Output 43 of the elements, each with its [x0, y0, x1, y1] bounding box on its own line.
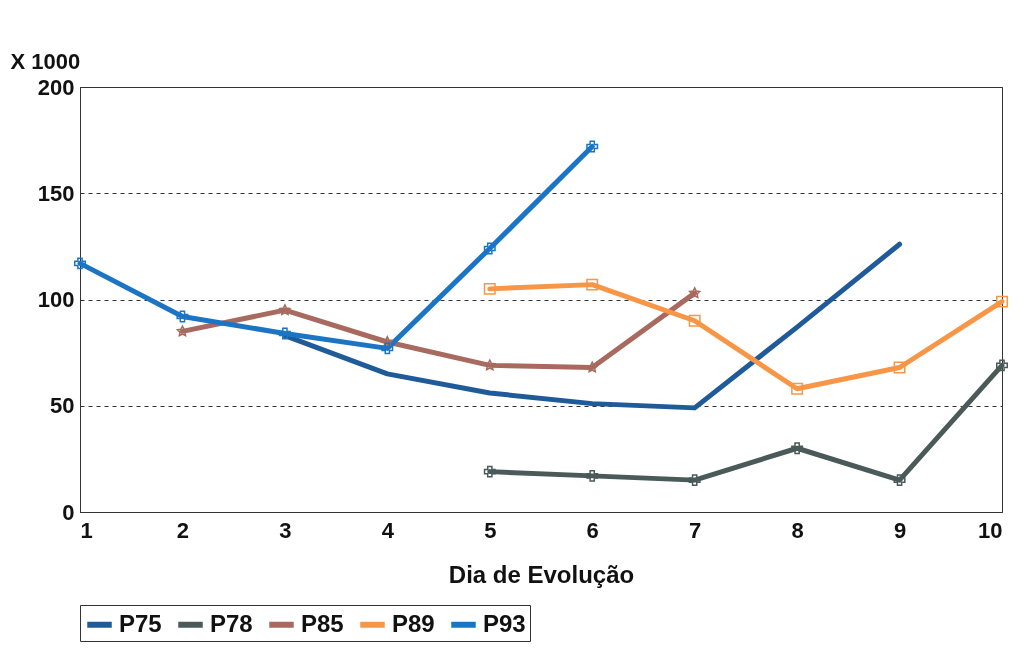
x-tick-label: 10	[978, 517, 1003, 543]
point	[893, 361, 906, 374]
x-tick-label: 8	[791, 517, 804, 543]
x-tick-label: 1	[80, 517, 93, 543]
point	[484, 359, 496, 371]
point	[176, 310, 189, 323]
y-tick-label: 150	[37, 180, 75, 206]
point	[279, 304, 291, 316]
point	[996, 359, 1008, 372]
point	[278, 327, 291, 340]
point	[688, 287, 701, 299]
y-tick-label: 0	[62, 499, 75, 525]
x-tick-label: 9	[893, 517, 907, 543]
point	[586, 278, 599, 291]
point	[893, 474, 906, 487]
x-tick-label: 2	[176, 517, 190, 543]
point	[74, 257, 86, 270]
legend-label: P93	[483, 609, 526, 637]
point	[688, 474, 701, 487]
y-axis-title: X 1000	[10, 48, 81, 74]
point	[586, 469, 599, 482]
point	[996, 295, 1008, 308]
y-tick-label: 200	[37, 74, 75, 100]
x-tick-label: 5	[484, 517, 497, 543]
x-axis-title: Dia de Evolução	[448, 560, 635, 588]
x-tick-label: 3	[279, 517, 292, 543]
point	[688, 314, 701, 327]
point	[483, 465, 496, 478]
point	[586, 140, 599, 153]
point	[381, 342, 394, 355]
x-tick-label: 4	[381, 517, 395, 543]
point	[483, 242, 496, 255]
legend-label: P78	[210, 609, 253, 637]
legend-label: P75	[119, 609, 162, 637]
x-tick-label: 7	[689, 517, 702, 543]
point	[791, 442, 804, 455]
legend-label: P89	[392, 609, 435, 637]
point	[791, 382, 804, 395]
legend-label: P85	[301, 609, 344, 637]
x-tick-label: 6	[586, 517, 599, 543]
y-tick-label: 100	[37, 287, 75, 312]
point	[483, 282, 496, 295]
y-tick-label: 50	[50, 393, 75, 419]
